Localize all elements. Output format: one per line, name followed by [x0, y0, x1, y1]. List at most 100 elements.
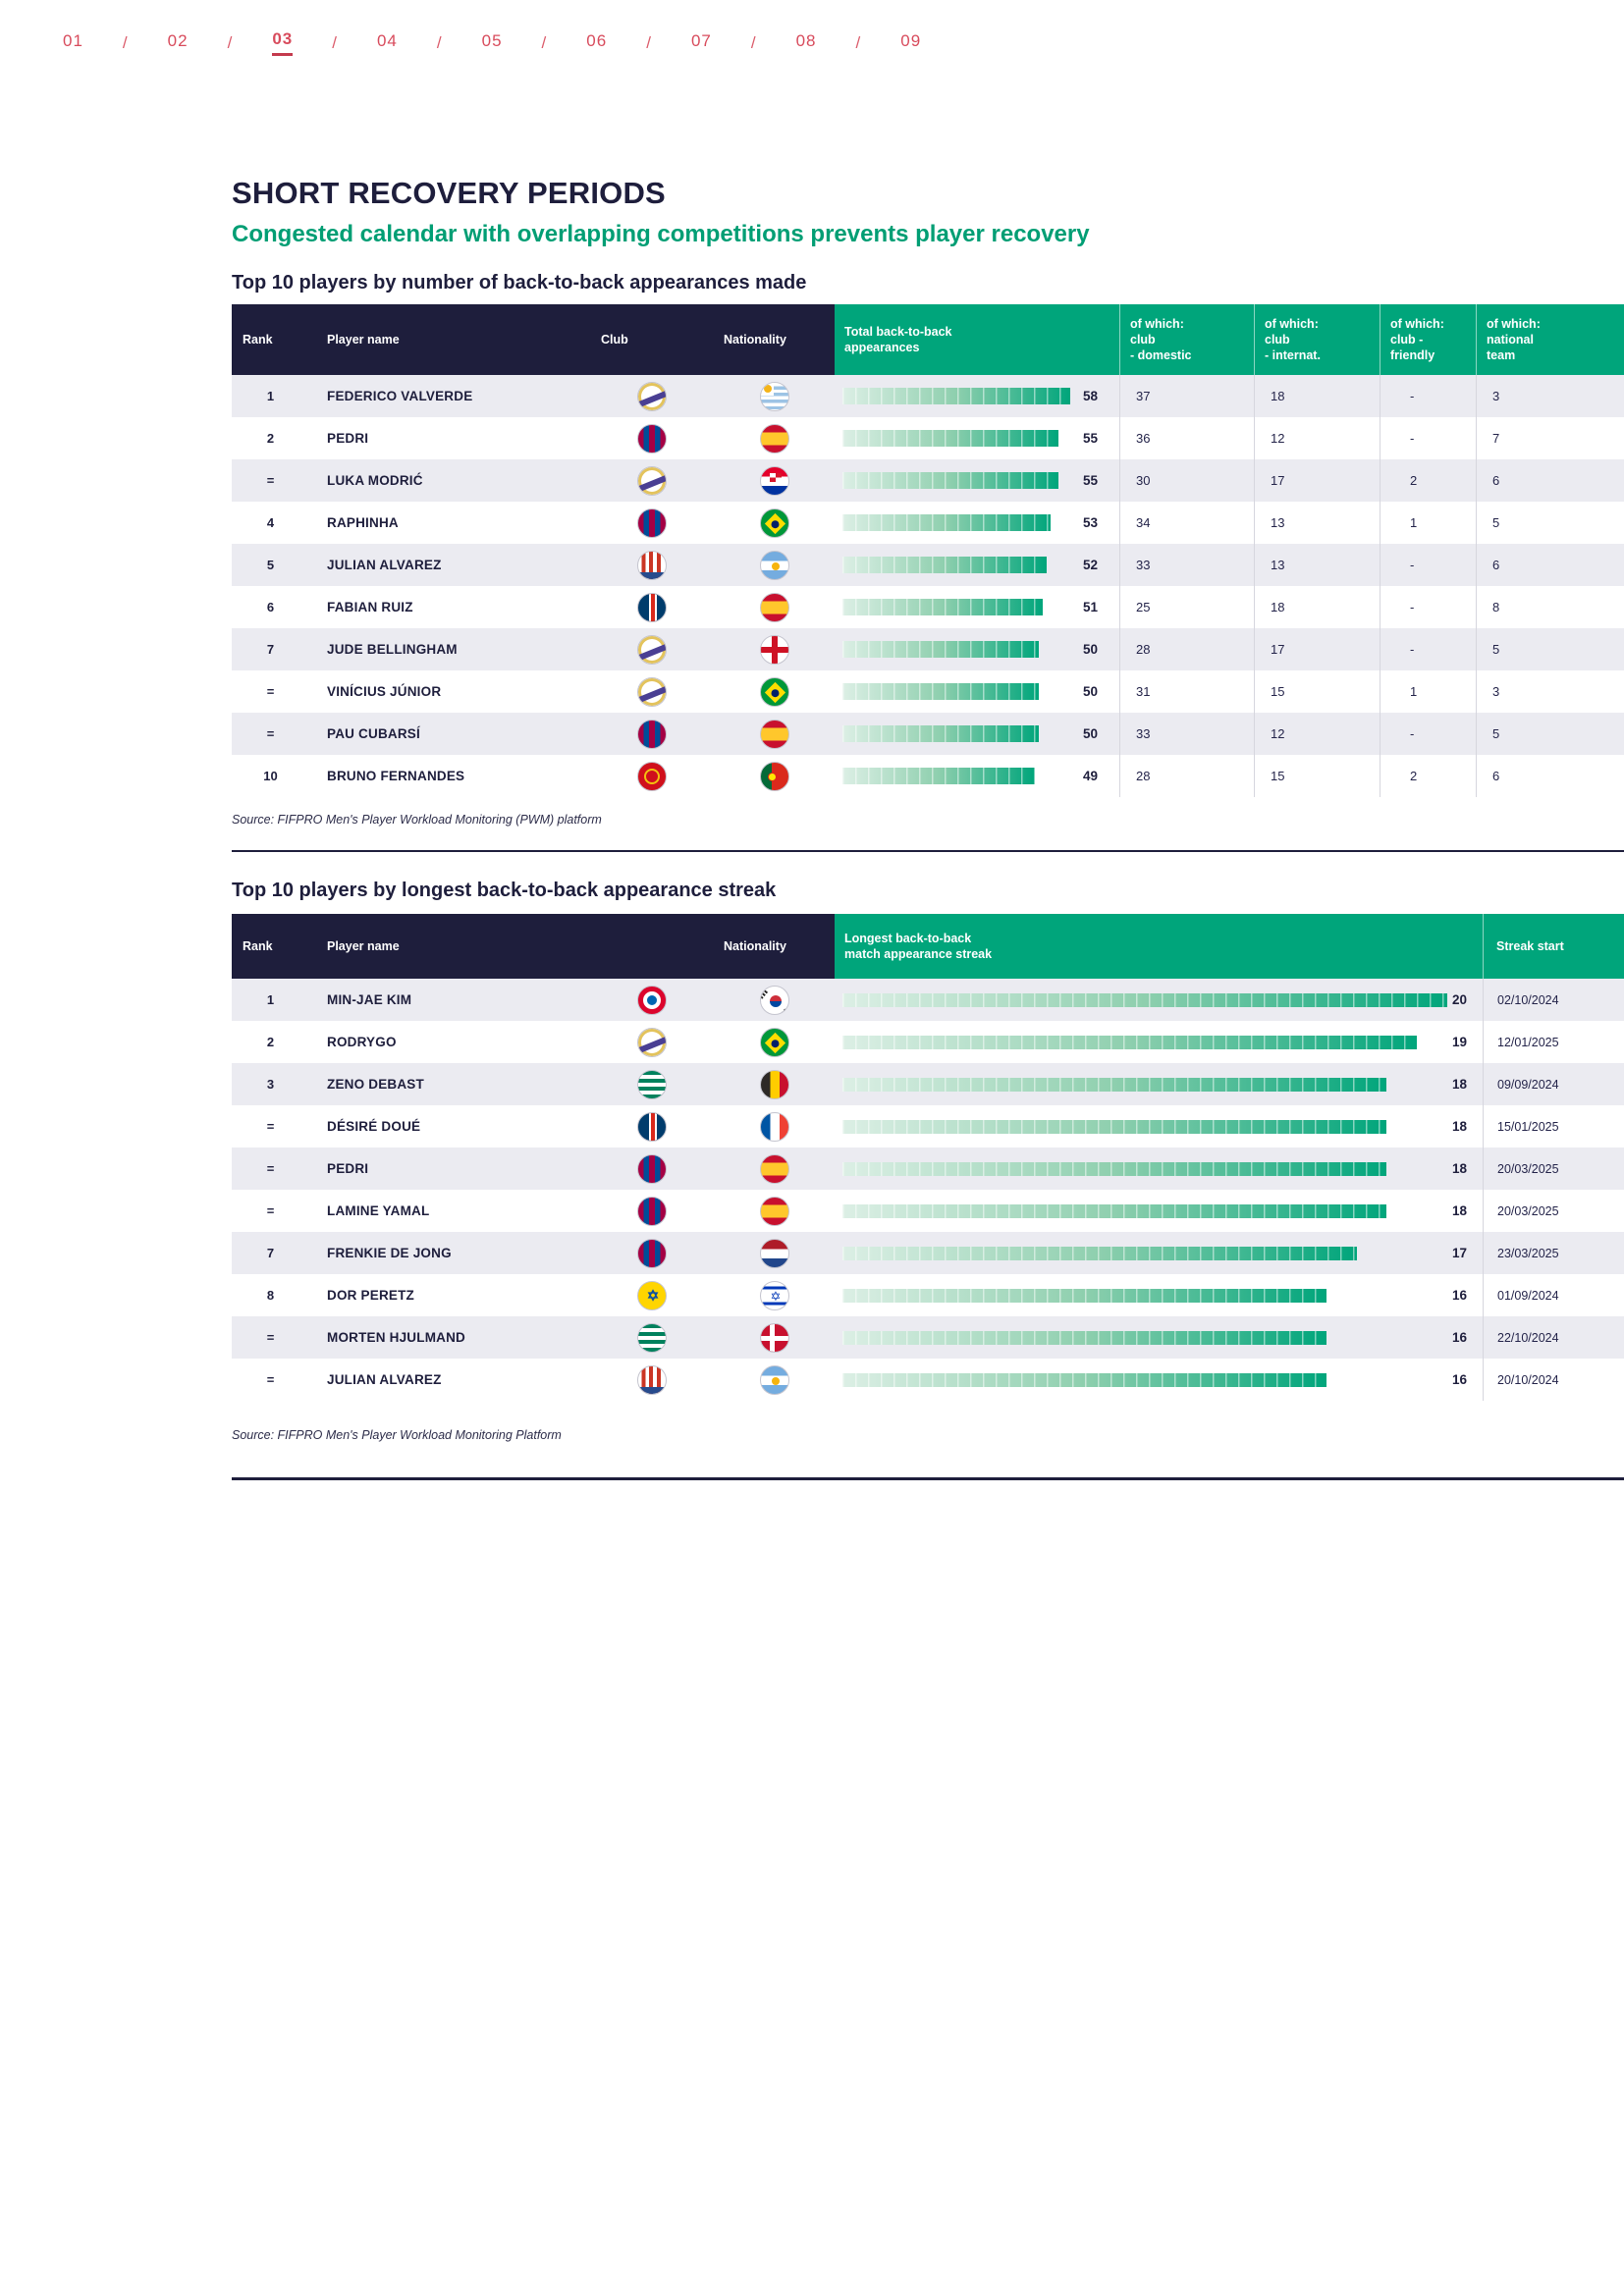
club-friendly-cell: -	[1380, 375, 1476, 417]
rank-cell: =	[266, 1330, 275, 1345]
player-name-cell: PEDRI	[327, 431, 369, 446]
rank-cell: 6	[266, 600, 275, 614]
player-name-cell: DÉSIRÉ DOUÉ	[327, 1119, 421, 1134]
flag-uruguay-icon	[760, 381, 789, 411]
rank-cell: 7	[266, 1246, 275, 1260]
pagination-item-06[interactable]: 06	[586, 30, 608, 50]
player-name-cell: ZENO DEBAST	[327, 1077, 424, 1092]
rank-cell: 2	[266, 431, 275, 446]
pagination: 01 / 02 / 03 / 04 / 05 / 06 / 07 / 08 / 09	[0, 0, 1624, 56]
total-appearances-value: 50	[1082, 684, 1098, 699]
nationality-cell	[715, 1021, 835, 1063]
col-header-club-internat: of which: club - internat.	[1254, 304, 1380, 375]
flag-argentina-icon	[760, 1364, 789, 1395]
player-name-cell: MIN-JAE KIM	[327, 992, 412, 1007]
pagination-item-08[interactable]: 08	[795, 30, 817, 50]
rank-cell: 1	[266, 992, 275, 1007]
col-header-club-friendly: of which: club - friendly	[1380, 304, 1476, 375]
club-badge-real-madrid-icon	[637, 676, 667, 707]
pagination-item-04[interactable]: 04	[376, 30, 398, 50]
club-cell	[589, 628, 715, 670]
streak-bar	[842, 1035, 1417, 1049]
club-badge-real-madrid-icon	[637, 1027, 667, 1057]
appearances-bar	[842, 599, 1043, 615]
col-header-rank: Rank	[232, 914, 309, 979]
pagination-item-02[interactable]: 02	[167, 30, 189, 50]
club-badge-sporting-icon	[637, 1322, 667, 1353]
col-header-streak-start: Streak start	[1483, 914, 1624, 979]
flag-spain-icon	[760, 423, 789, 454]
club-badge-sporting-icon	[637, 1069, 667, 1099]
pagination-item-07[interactable]: 07	[690, 30, 712, 50]
national-team-cell: 3	[1476, 375, 1624, 417]
club-badge-real-madrid-icon	[637, 465, 667, 496]
flag-brazil-icon	[760, 1027, 789, 1057]
table-row: = PAU CUBARSÍ 50 33 12-5	[232, 713, 1624, 755]
rank-cell: 2	[266, 1035, 275, 1049]
player-name-cell: LUKA MODRIĆ	[327, 473, 423, 488]
pagination-separator: /	[122, 32, 129, 52]
player-name-cell: FEDERICO VALVERDE	[327, 389, 473, 403]
streak-bar	[842, 1119, 1386, 1134]
table-row: 5 JULIAN ALVAREZ 52 33 13-6	[232, 544, 1624, 586]
total-appearances-cell: 50	[835, 713, 1119, 755]
club-badge-barcelona-icon	[637, 719, 667, 749]
streak-value: 17	[1451, 1246, 1467, 1260]
col-header-nationality: Nationality	[715, 914, 835, 979]
page-subtitle: Congested calendar with overlapping comp…	[232, 221, 1090, 247]
streak-value: 18	[1451, 1203, 1467, 1218]
streak-bar	[842, 992, 1447, 1007]
player-name-cell: PEDRI	[327, 1161, 369, 1176]
table-row: 1 MIN-JAE KIM 20 02/10/2024	[232, 979, 1624, 1021]
club-cell	[589, 1148, 715, 1190]
club-cell	[589, 670, 715, 713]
streak-value: 16	[1451, 1330, 1467, 1345]
club-badge-psg-icon	[637, 1111, 667, 1142]
pagination-separator: /	[646, 32, 652, 52]
pagination-separator: /	[541, 32, 548, 52]
col-header-total-appearances: Total back-to-back appearances	[835, 304, 1119, 375]
pagination-separator: /	[436, 32, 443, 52]
club-badge-barcelona-icon	[637, 1196, 667, 1226]
player-name-cell: VINÍCIUS JÚNIOR	[327, 684, 442, 699]
total-appearances-value: 51	[1082, 600, 1098, 614]
national-team-cell: 6	[1476, 755, 1624, 797]
pagination-item-01[interactable]: 01	[63, 30, 83, 50]
nationality-cell	[715, 1148, 835, 1190]
player-name-cell: LAMINE YAMAL	[327, 1203, 430, 1218]
club-domestic-cell: 28	[1119, 755, 1254, 797]
rank-cell: =	[266, 1372, 275, 1387]
player-name-cell: RAPHINHA	[327, 515, 399, 530]
national-team-cell: 5	[1476, 628, 1624, 670]
col-header-club-blank	[589, 914, 715, 979]
streak-value: 20	[1451, 992, 1467, 1007]
rank-cell: 1	[266, 389, 275, 403]
pagination-item-09[interactable]: 09	[900, 30, 922, 50]
total-appearances-cell: 55	[835, 459, 1119, 502]
col-header-club-domestic: of which: club - domestic	[1119, 304, 1254, 375]
table2-body: 1 MIN-JAE KIM 20 02/10/2024 2 RODRYGO 19 12/01/…	[232, 979, 1624, 1401]
nationality-cell	[715, 502, 835, 544]
player-name-cell: RODRYGO	[327, 1035, 397, 1049]
national-team-cell: 3	[1476, 670, 1624, 713]
club-cell	[589, 1063, 715, 1105]
total-appearances-value: 53	[1082, 515, 1098, 530]
flag-croatia-icon	[760, 465, 789, 496]
national-team-cell: 8	[1476, 586, 1624, 628]
pagination-item-03[interactable]: 03	[272, 29, 294, 56]
flag-israel-icon	[760, 1280, 789, 1310]
total-appearances-value: 50	[1082, 642, 1098, 657]
club-cell	[589, 1274, 715, 1316]
total-appearances-value: 49	[1082, 769, 1098, 783]
streak-value: 16	[1451, 1288, 1467, 1303]
club-domestic-cell: 36	[1119, 417, 1254, 459]
streak-value: 18	[1451, 1119, 1467, 1134]
rank-cell: =	[266, 1161, 275, 1176]
streak-cell: 18	[835, 1190, 1483, 1232]
club-cell	[589, 1316, 715, 1359]
total-appearances-cell: 49	[835, 755, 1119, 797]
pagination-item-05[interactable]: 05	[481, 30, 503, 50]
table1-header-row: Rank Player name Club Nationality Total …	[232, 304, 1624, 375]
appearances-bar	[842, 641, 1039, 658]
total-appearances-cell: 50	[835, 670, 1119, 713]
